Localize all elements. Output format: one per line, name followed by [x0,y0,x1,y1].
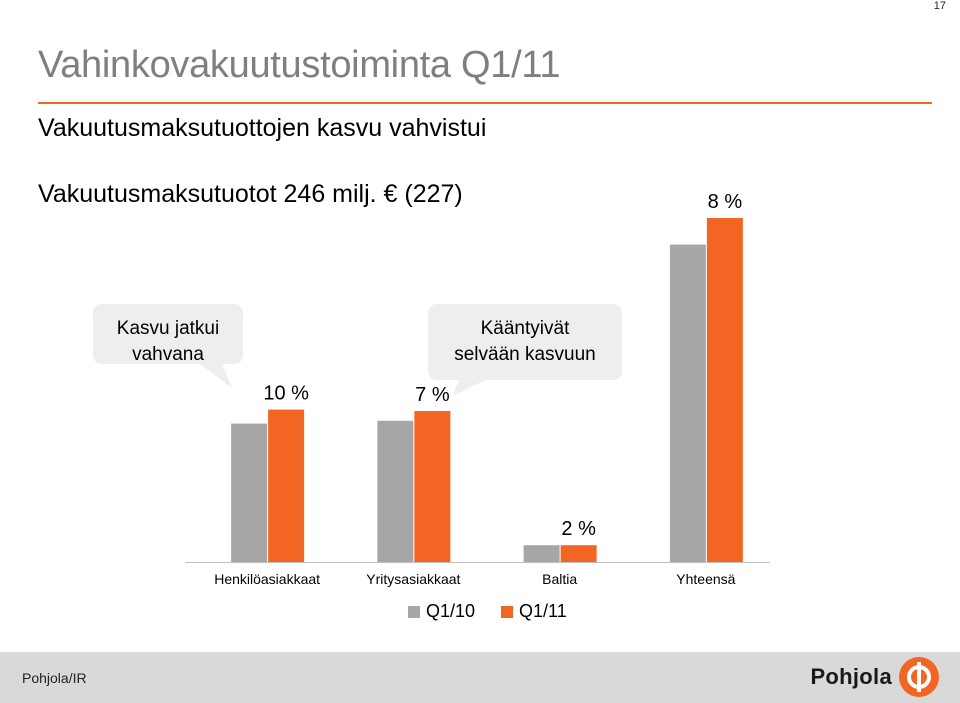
bar-q1-10-3 [669,244,706,563]
legend-swatch-q1-10 [408,605,420,618]
callout-text-0-line-0: Kasvu jatkui [117,318,219,339]
bar-q1-10-1 [377,420,414,562]
bar-q1-11-1 [414,410,451,562]
x-tick-label-3: Yhteensä [676,571,735,587]
data-label-3: 8 % [708,191,743,213]
footer-bar: Pohjola/IR Pohjola [0,652,960,703]
x-tick-label-1: Yritysasiakkaat [366,571,460,587]
x-tick-label-0: Henkilöasiakkaat [214,571,320,587]
data-label-1: 7 % [415,384,450,406]
page-number: 17 [933,0,946,12]
bar-q1-11-3 [706,218,743,562]
legend-item-q1-10: Q1/10 [408,601,475,622]
callout-pointer-1 [452,378,490,396]
pohjola-logo-icon [899,657,939,697]
legend-swatch-q1-11 [501,605,514,618]
callout-box-1 [428,304,622,380]
pohjola-logo-text: Pohjola [810,664,892,689]
callout-pointer-0 [200,364,232,388]
chart-legend: Q1/10 Q1/11 [408,601,567,622]
page-subtitle: Vakuutusmaksutuottojen kasvu vahvistui [38,114,487,142]
callout-box-0 [93,304,243,364]
chart-headline: Vakuutusmaksutuotot 246 milj. € (227) [38,180,463,208]
bar-q1-11-2 [560,545,597,562]
data-label-2: 2 % [561,518,596,540]
legend-label-q1-11: Q1/11 [519,601,567,621]
page-title: Vahinkovakuutustoiminta Q1/11 [38,44,561,86]
data-label-0: 10 % [263,383,309,405]
callout-text-1-line-1: selvään kasvuun [454,344,596,365]
bar-q1-10-0 [231,423,268,562]
title-divider [38,102,932,104]
footer-label: Pohjola/IR [22,670,87,686]
callout-text-1-line-0: Kääntyivät [481,318,570,339]
callout-text-0-line-1: vahvana [132,344,204,365]
x-tick-label-2: Baltia [542,571,577,587]
legend-item-q1-11: Q1/11 [501,601,567,622]
bar-q1-10-2 [523,545,560,562]
bar-q1-11-0 [268,409,305,562]
legend-label-q1-10: Q1/10 [426,601,476,621]
